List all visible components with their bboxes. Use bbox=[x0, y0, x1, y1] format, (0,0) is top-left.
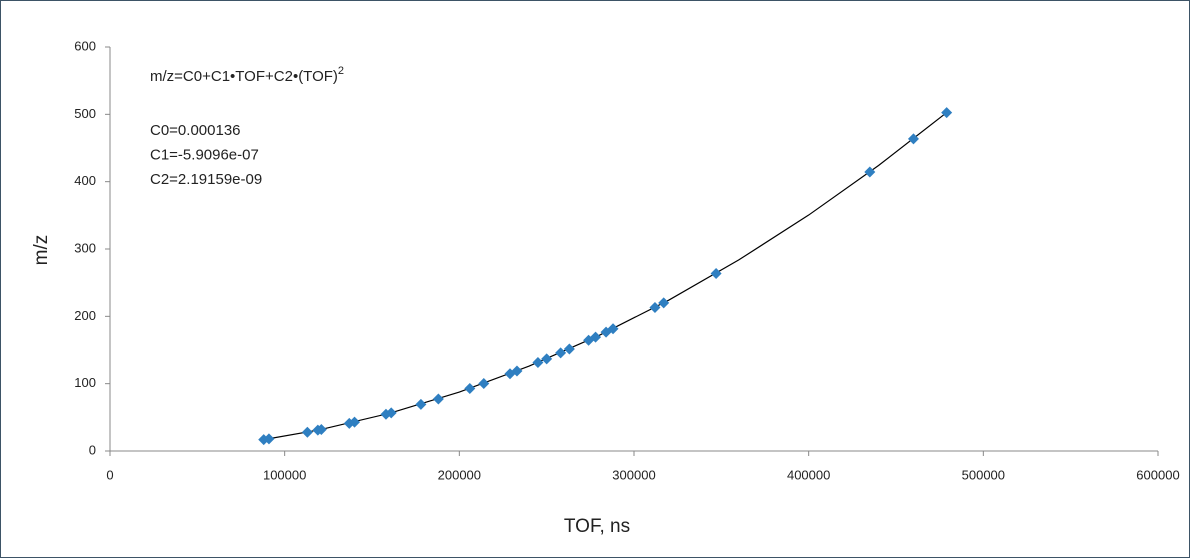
x-tick-label: 300000 bbox=[612, 467, 655, 482]
coefficient: C0=0.000136 bbox=[150, 122, 241, 139]
y-axis-title: m/z bbox=[31, 235, 52, 266]
data-point bbox=[710, 267, 722, 279]
data-point bbox=[464, 382, 476, 394]
x-tick-label: 100000 bbox=[263, 467, 306, 482]
data-point bbox=[649, 301, 661, 313]
data-point bbox=[385, 407, 397, 419]
y-tick-label: 400 bbox=[74, 173, 96, 188]
data-point bbox=[864, 166, 876, 178]
data-point bbox=[941, 107, 953, 119]
x-tick-label: 500000 bbox=[962, 467, 1005, 482]
data-point bbox=[563, 343, 575, 355]
coefficient: C2=2.19159e-09 bbox=[150, 171, 262, 188]
data-point bbox=[415, 398, 427, 410]
equation: m/z=C0+C1•TOF+C2•(TOF)2 bbox=[150, 65, 344, 85]
data-point bbox=[432, 393, 444, 405]
data-point bbox=[555, 347, 567, 359]
data-point bbox=[315, 423, 327, 435]
y-tick-label: 0 bbox=[89, 442, 96, 457]
equation-superscript: 2 bbox=[338, 65, 344, 77]
x-tick-label: 0 bbox=[106, 467, 113, 482]
x-tick-label: 600000 bbox=[1136, 467, 1179, 482]
data-point bbox=[541, 353, 553, 365]
equation-text: m/z=C0+C1•TOF+C2•(TOF) bbox=[150, 68, 338, 85]
data-point bbox=[263, 433, 275, 445]
data-point bbox=[478, 378, 490, 390]
data-point bbox=[504, 368, 516, 380]
y-tick-label: 500 bbox=[74, 106, 96, 121]
x-tick-label: 400000 bbox=[787, 467, 830, 482]
y-tick-label: 100 bbox=[74, 375, 96, 390]
data-point bbox=[349, 416, 361, 428]
y-tick-label: 200 bbox=[74, 308, 96, 323]
coefficient: C1=-5.9096e-07 bbox=[150, 146, 259, 163]
x-axis-title: TOF, ns bbox=[564, 516, 630, 537]
data-point bbox=[607, 323, 619, 335]
data-point bbox=[532, 357, 544, 369]
y-tick-label: 600 bbox=[74, 38, 96, 53]
data-point bbox=[590, 331, 602, 343]
x-tick-label: 200000 bbox=[438, 467, 481, 482]
data-point bbox=[658, 297, 670, 309]
y-tick-label: 300 bbox=[74, 240, 96, 255]
data-point bbox=[907, 133, 919, 145]
data-point bbox=[301, 426, 313, 438]
data-point bbox=[511, 365, 523, 377]
